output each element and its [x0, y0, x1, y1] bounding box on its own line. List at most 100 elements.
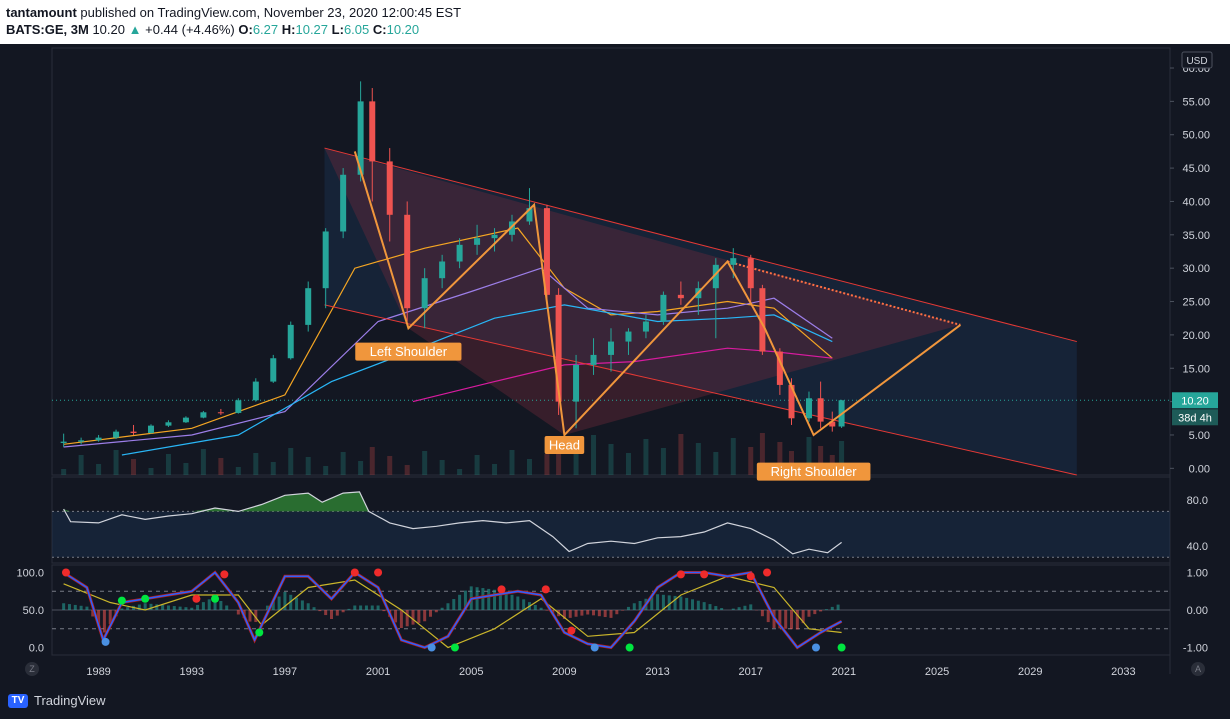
candle-body	[130, 431, 137, 433]
osc-histogram-bar	[819, 610, 823, 612]
volume-bar	[183, 463, 189, 475]
candle-body	[340, 174, 347, 232]
osc-histogram-bar	[236, 610, 240, 615]
candle-body	[182, 417, 189, 423]
head-shoulders-pattern-line	[353, 151, 961, 438]
ma-purple-line	[63, 267, 833, 448]
osc-left-tick-label: 50.0	[23, 605, 44, 617]
osc-signal-dot	[676, 570, 685, 579]
time-tick-label: 2013	[645, 666, 669, 678]
volume-bar	[492, 464, 498, 475]
candle-body	[322, 231, 329, 289]
candle-body	[439, 261, 446, 279]
osc-histogram-bar	[364, 605, 368, 610]
candle-body	[509, 221, 516, 235]
candle-body	[357, 101, 364, 175]
price-tick-label: 45.00	[1182, 163, 1210, 175]
auto-scale-toggle[interactable]: A	[1191, 662, 1205, 676]
osc-histogram-bar	[586, 610, 590, 615]
volume-bar	[509, 450, 515, 475]
osc-histogram-bar	[766, 610, 770, 623]
candle-body	[474, 238, 481, 245]
volume-bar	[660, 448, 666, 475]
open-label: O:	[238, 22, 253, 37]
oscillator-pane[interactable]	[52, 568, 1170, 652]
price-tick-label: 35.00	[1182, 230, 1210, 242]
chart-area[interactable]: 60.00 55.00 50.00 45.00 40.00 35.00 30.00 25.00…	[0, 44, 1230, 689]
author-name[interactable]: tantamount	[6, 5, 77, 20]
osc-histogram-bar	[161, 604, 165, 610]
tradingview-logo[interactable]: TV TradingView	[8, 693, 106, 708]
rsi-pane[interactable]	[52, 491, 1170, 558]
volume-bar	[387, 456, 393, 475]
osc-histogram-bar	[213, 596, 217, 610]
main-pane[interactable]	[52, 81, 1170, 476]
volume-bar	[439, 460, 445, 475]
price-tick-label: 25.00	[1182, 297, 1210, 309]
candle-body	[555, 294, 562, 402]
osc-histogram-bar	[405, 610, 409, 627]
volume-bar	[288, 448, 294, 475]
symbol-label[interactable]: BATS:GE, 3M	[6, 22, 89, 37]
time-tick-label: 2029	[1018, 666, 1042, 678]
osc-histogram-bar	[166, 605, 170, 610]
osc-histogram-bar	[626, 606, 630, 610]
osc-histogram-bar	[143, 603, 147, 610]
candle-body	[386, 161, 393, 215]
osc-signal-dot	[837, 643, 846, 652]
osc-histogram-bar	[749, 604, 753, 610]
volume-bar	[165, 454, 171, 475]
candle-body	[147, 425, 154, 433]
volume-bar	[759, 433, 765, 475]
osc-histogram-bar	[102, 610, 106, 633]
volume-bar	[369, 447, 375, 475]
candle-body	[78, 440, 85, 442]
osc-histogram-bar	[714, 606, 718, 610]
pattern-wedge-fill	[324, 148, 961, 435]
price-tick-label: 40.00	[1182, 196, 1210, 208]
osc-signal-dot	[61, 568, 70, 577]
osc-histogram-bar	[318, 610, 322, 612]
osc-histogram-bar	[440, 607, 444, 610]
log-scale-toggle[interactable]: Z	[25, 662, 39, 676]
price-change: +0.44 (+4.46%)	[145, 22, 235, 37]
candle-body	[491, 234, 498, 239]
osc-histogram-bar	[452, 599, 456, 610]
volume-bar	[777, 442, 783, 475]
pattern-label-text: Right Shoulder	[771, 464, 858, 479]
volume-bar	[113, 450, 119, 475]
osc-histogram-bar	[568, 610, 572, 618]
osc-histogram-bar	[265, 605, 269, 610]
candle-body	[369, 101, 376, 162]
osc-histogram-bar	[562, 610, 566, 619]
candle-body	[759, 288, 766, 352]
volume-bar	[556, 440, 562, 475]
candle-body	[660, 294, 667, 322]
osc-histogram-bar	[155, 604, 159, 610]
candle-body	[608, 341, 614, 355]
osc-histogram-bar	[603, 610, 607, 618]
osc-histogram-bar	[667, 595, 671, 610]
osc-histogram-bar	[824, 609, 828, 610]
candle-body	[776, 351, 783, 385]
osc-histogram-bar	[516, 596, 520, 610]
osc-histogram-bar	[597, 610, 601, 617]
osc-histogram-bar	[417, 610, 421, 623]
osc-signal-dot	[497, 585, 506, 594]
osc-signal-dot	[590, 643, 599, 652]
price-tick-label: 30.00	[1182, 263, 1210, 275]
osc-histogram-bar	[592, 610, 596, 616]
osc-histogram-bar	[609, 610, 613, 618]
author-line: tantamount published on TradingView.com,…	[6, 5, 461, 20]
osc-histogram-bar	[533, 604, 537, 610]
osc-histogram-bar	[760, 610, 764, 617]
osc-signal-dot	[567, 626, 576, 635]
brand-name: TradingView	[34, 693, 106, 708]
volume-bar	[253, 453, 259, 475]
volume-bar	[625, 453, 631, 475]
osc-histogram-bar	[661, 594, 665, 610]
volume-bar	[713, 452, 719, 475]
volume-bar	[748, 447, 754, 475]
close-label: C:	[372, 22, 387, 37]
chart-svg[interactable]: 60.0055.0050.0045.0040.0035.0030.0025.00…	[0, 44, 1230, 689]
